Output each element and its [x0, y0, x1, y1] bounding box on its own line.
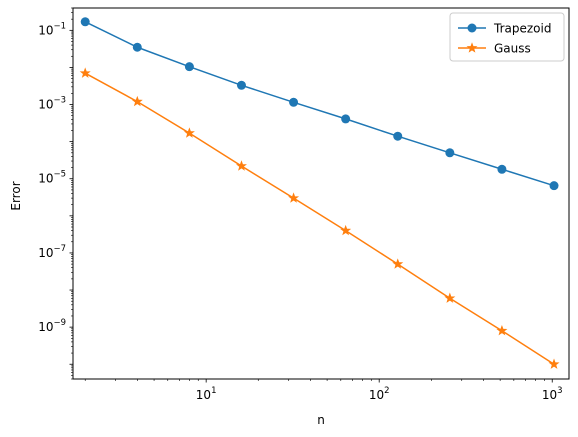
y-axis-ticks: 10−110−310−510−710−9 [38, 7, 73, 380]
y-tick-label: 10−1 [38, 21, 66, 37]
x-axis-ticks: 101 102 103 [84, 379, 563, 402]
legend-label-trapezoid: Trapezoid [493, 22, 551, 36]
data-point-trapezoid [497, 164, 507, 174]
y-tick-label-exponent: −3 [53, 96, 66, 106]
x-tick-label-base: 10 [196, 388, 211, 402]
legend-label-gauss: Gauss [494, 42, 531, 56]
x-tick-label: 102 [369, 386, 390, 402]
y-tick-label: 10−9 [38, 318, 66, 334]
y-tick-label-exponent: −7 [53, 244, 66, 254]
data-point-gauss [548, 358, 560, 369]
data-point-trapezoid [236, 80, 246, 90]
y-tick-label-exponent: −5 [53, 170, 66, 180]
data-point-trapezoid [289, 97, 299, 107]
series-line-gauss [84, 72, 555, 365]
y-axis-label: Error [9, 181, 23, 210]
data-point-gauss [444, 292, 456, 303]
data-point-trapezoid [132, 42, 142, 52]
data-point-gauss [288, 192, 300, 203]
x-tick-label-exponent: 3 [557, 386, 562, 396]
data-point-trapezoid [445, 148, 455, 158]
data-point-trapezoid [549, 181, 559, 191]
y-tick-label-base: 10 [38, 23, 53, 37]
data-point-gauss [79, 67, 91, 78]
x-tick-label: 101 [196, 386, 217, 402]
x-tick-label-exponent: 2 [384, 386, 389, 396]
data-point-gauss [496, 324, 508, 336]
x-tick-label: 103 [542, 386, 563, 402]
x-tick-label-exponent: 1 [211, 386, 216, 396]
plot-area [79, 17, 560, 369]
data-point-trapezoid [393, 131, 403, 141]
series-line-trapezoid [84, 21, 555, 187]
y-tick-label-exponent: −9 [53, 318, 66, 328]
y-tick-label: 10−3 [38, 96, 66, 112]
x-tick-label-base: 10 [369, 388, 384, 402]
y-tick-label-base: 10 [38, 246, 53, 260]
data-point-trapezoid [341, 114, 351, 124]
legend-box [449, 12, 565, 62]
y-tick-label: 10−7 [38, 244, 66, 260]
y-tick-label-exponent: −1 [53, 21, 66, 31]
y-tick-label-base: 10 [38, 98, 53, 112]
legend-marker-gauss [466, 42, 478, 53]
x-axis-label: n [317, 413, 325, 427]
y-tick-label-base: 10 [38, 320, 53, 334]
y-tick-label-base: 10 [38, 172, 53, 186]
legend: Trapezoid Gauss [449, 12, 565, 62]
data-point-gauss [392, 258, 404, 269]
data-point-trapezoid [80, 17, 90, 27]
data-point-gauss [183, 127, 195, 138]
y-tick-label: 10−5 [38, 170, 66, 186]
data-point-trapezoid [184, 62, 194, 72]
legend-marker-trapezoid [467, 23, 477, 33]
data-point-gauss [235, 160, 247, 171]
data-point-gauss [340, 224, 352, 236]
x-tick-label-base: 10 [542, 388, 557, 402]
data-point-gauss [131, 95, 143, 107]
